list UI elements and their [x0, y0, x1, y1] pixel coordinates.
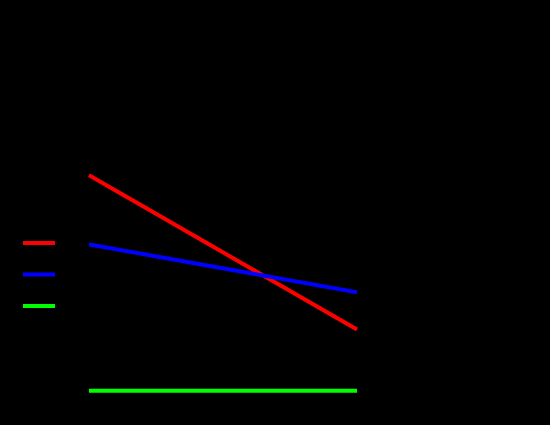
- legend: [23, 241, 55, 308]
- series-line-1: [88, 173, 358, 332]
- series-line-2: [88, 242, 358, 295]
- series-layer: [88, 173, 358, 393]
